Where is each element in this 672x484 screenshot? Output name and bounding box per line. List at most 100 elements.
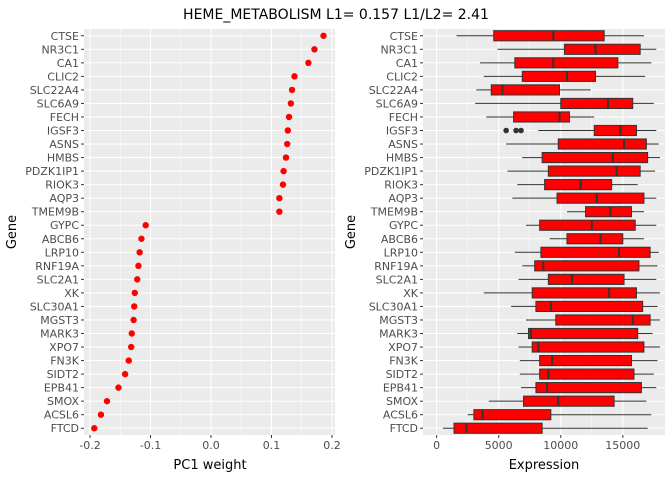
- iqr-box: [544, 179, 613, 191]
- x-tick-label: 10000: [543, 439, 578, 452]
- box-plot-epb41: [521, 382, 657, 394]
- data-point: [97, 411, 105, 418]
- iqr-box: [514, 57, 619, 69]
- gene-label: HMBS: [47, 152, 79, 165]
- data-point: [320, 32, 327, 39]
- outlier-point: [518, 127, 524, 134]
- gene-label: CA1: [57, 57, 79, 70]
- x-tick-label: -0.2: [79, 439, 100, 452]
- box-plot-abcb6: [549, 233, 644, 245]
- box-plot-clic2: [483, 70, 646, 82]
- data-point: [136, 249, 143, 256]
- iqr-box: [535, 382, 642, 394]
- chart-title: HEME_METABOLISM L1= 0.157 L1/L2= 2.41: [183, 7, 489, 23]
- box-plot-ca1: [480, 57, 652, 69]
- gene-label: CTSE: [390, 30, 418, 43]
- box-plot-gypc: [526, 219, 657, 231]
- x-tick-label: 15000: [605, 439, 640, 452]
- gene-label: MGST3: [40, 314, 79, 327]
- data-point: [276, 208, 283, 215]
- data-point: [128, 330, 135, 337]
- data-point: [288, 86, 296, 94]
- box-plot-fech: [486, 111, 595, 123]
- gene-label: LRP10: [45, 246, 79, 259]
- gene-label: XK: [64, 287, 80, 300]
- left-panel-points: [91, 32, 327, 432]
- iqr-box: [531, 341, 645, 353]
- data-point: [131, 289, 139, 297]
- box-plot-asns: [506, 138, 659, 150]
- gene-label: RIOK3: [384, 179, 418, 192]
- data-point: [135, 262, 142, 270]
- x-tick-label: -0.1: [140, 439, 161, 452]
- gene-label: FN3K: [389, 355, 419, 368]
- iqr-box: [557, 138, 647, 150]
- gene-label: RNF19A: [35, 260, 79, 273]
- outlier-point: [503, 127, 509, 134]
- iqr-box: [513, 111, 570, 123]
- gene-label: NR3C1: [41, 43, 79, 56]
- box-plot-slc2a1: [518, 273, 657, 285]
- iqr-box: [490, 84, 561, 96]
- iqr-box: [535, 300, 644, 313]
- box-plot-mgst3: [526, 314, 661, 326]
- box-plot-rnf19a: [522, 260, 658, 272]
- iqr-box: [585, 206, 632, 218]
- outlier-point: [513, 127, 519, 134]
- data-point: [127, 343, 135, 351]
- x-tick-label: 0.1: [263, 439, 281, 452]
- gene-label: FTCD: [51, 422, 79, 435]
- data-point: [115, 384, 122, 391]
- gene-label: TMEM9B: [370, 206, 418, 219]
- gene-label: NR3C1: [380, 43, 418, 56]
- gene-label: SLC2A1: [37, 273, 79, 286]
- gene-label: RNF19A: [374, 260, 418, 273]
- box-plot-sidt2: [519, 368, 654, 380]
- iqr-box: [541, 151, 649, 164]
- data-point: [103, 397, 111, 405]
- box-plot-nr3c1: [497, 43, 657, 55]
- data-point: [282, 154, 290, 161]
- gene-label: FECH: [389, 111, 418, 124]
- box-plot-slc30a1: [511, 300, 658, 313]
- gene-label: EPB41: [383, 382, 418, 395]
- gene-label: ASNS: [49, 138, 79, 151]
- iqr-box: [593, 124, 637, 137]
- gene-label: MARK3: [379, 328, 418, 341]
- x-tick-label: 5000: [485, 439, 513, 452]
- iqr-box: [539, 354, 632, 367]
- right-panel-y-ticks: CTSENR3C1CA1CLIC2SLC22A4SLC6A9FECHIGSF3A…: [364, 30, 423, 435]
- gene-label: MGST3: [379, 314, 418, 327]
- right-panel-background: [423, 29, 665, 435]
- x-tick-label: 0: [433, 439, 440, 452]
- x-tick-label: 0.0: [202, 439, 220, 452]
- iqr-box: [566, 233, 624, 245]
- box-plot-slc22a4: [476, 84, 591, 96]
- box-plot-pdzk1ip1: [507, 165, 656, 177]
- right-x-axis-label: Expression: [509, 458, 580, 473]
- gene-label: SMOX: [47, 395, 79, 408]
- iqr-box: [527, 327, 639, 340]
- data-point: [279, 181, 287, 188]
- data-point: [284, 140, 291, 148]
- gene-label: SLC6A9: [376, 97, 418, 110]
- iqr-box: [539, 219, 636, 231]
- gene-label: CLIC2: [47, 70, 79, 83]
- box-plot-lrp10: [514, 246, 659, 258]
- gene-label: PDZK1IP1: [25, 165, 79, 178]
- gene-label: MARK3: [40, 328, 79, 341]
- data-point: [142, 222, 149, 229]
- gene-label: ABCB6: [381, 233, 418, 246]
- left-y-axis-label: Gene: [5, 215, 20, 249]
- gene-label: RIOK3: [45, 179, 79, 192]
- data-point: [285, 113, 293, 121]
- iqr-box: [547, 165, 641, 177]
- left-panel-background: [84, 29, 335, 435]
- gene-label: SIDT2: [386, 368, 418, 381]
- box-plot-ctse: [456, 30, 644, 42]
- left-panel-y-ticks: CTSENR3C1CA1CLIC2SLC22A4SLC6A9FECHIGSF3A…: [25, 30, 84, 435]
- gene-label: LRP10: [384, 246, 418, 259]
- gene-label: PDZK1IP1: [364, 165, 418, 178]
